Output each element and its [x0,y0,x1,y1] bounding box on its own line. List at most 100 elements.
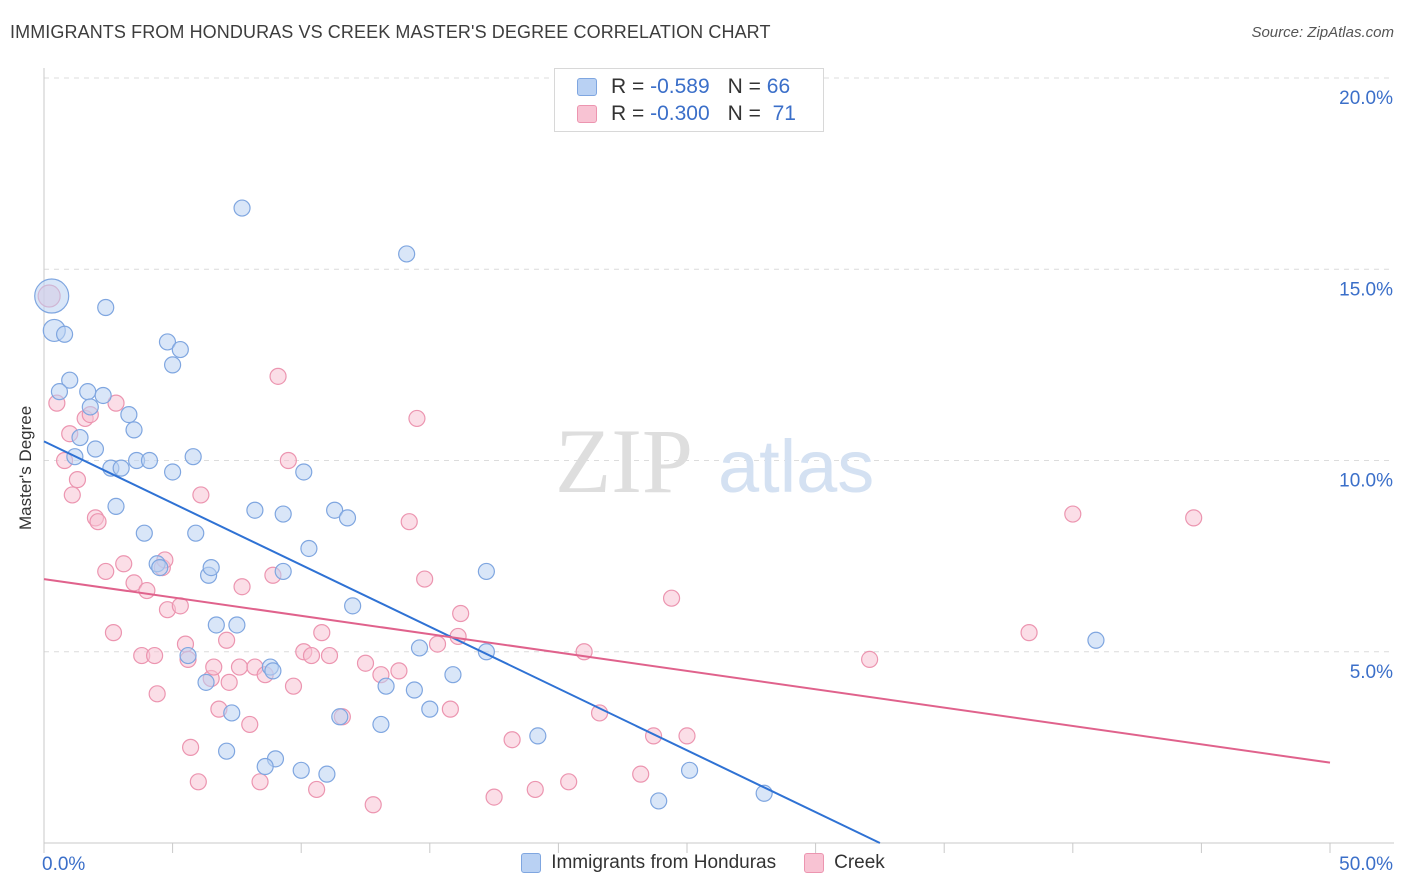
creek-point [313,624,331,642]
creek-point [416,570,434,588]
legend-item-creek[interactable]: Creek [804,852,885,874]
creek-point [218,631,236,649]
honduras-point [112,459,130,477]
chart-title: IMMIGRANTS FROM HONDURAS VS CREEK MASTER… [10,22,771,42]
honduras-point [326,501,344,519]
creek-point [68,471,87,489]
honduras-point [233,199,251,217]
honduras-trend-line [43,440,881,844]
creek-point [182,738,200,756]
source-credit: Source: ZipAtlas.com [1251,24,1394,41]
creek-point [97,562,115,581]
watermark-atlas: atlas [718,425,874,508]
honduras-point [405,681,423,699]
honduras-point [223,704,241,722]
creek-point [251,773,269,791]
honduras-swatch [577,78,597,96]
creek-point [269,367,287,385]
r-value: -0.589 [650,75,710,98]
honduras-point [372,715,390,734]
honduras-point [34,278,70,314]
honduras-point [274,505,292,523]
honduras-point [164,463,182,481]
honduras-point [61,371,79,389]
creek-point [233,578,251,596]
honduras-swatch [521,853,542,873]
gridlines [44,77,1394,653]
creek-point [192,486,210,504]
honduras-point [184,448,202,466]
x-tick-label: 0.0% [42,854,85,875]
watermark-zip: ZIP [555,410,693,512]
watermark: ZIP atlas [555,410,874,512]
x-tick-label: 50.0% [1339,854,1393,875]
creek-point [408,409,426,428]
creek-point [220,673,238,691]
honduras-point [477,562,495,581]
creek-point [63,486,81,504]
creek-point [284,677,303,695]
creek-point [104,624,123,642]
honduras-point [50,383,69,401]
creek-point [1020,624,1038,642]
honduras-point [421,700,439,718]
creek-point [308,780,326,799]
honduras-point [207,616,225,634]
honduras-point [318,765,336,783]
honduras-point [398,245,416,263]
legend-item-honduras[interactable]: Immigrants from Honduras [521,852,776,874]
honduras-point [680,761,699,779]
creek-point [241,715,259,734]
honduras-point [81,398,99,416]
honduras-point [135,524,153,542]
honduras-point [246,501,264,519]
creek-trend-line [43,578,1331,764]
honduras-point [79,383,97,401]
honduras-point [140,451,159,470]
honduras-point [295,463,313,481]
honduras-point [444,666,462,684]
n-value: 71 [772,102,796,125]
honduras-point [331,708,349,726]
x-tick-labels: 0.0% 50.0% [42,854,1393,875]
honduras-point [125,421,143,439]
creek-point [230,658,249,676]
creek-point [452,604,470,623]
honduras-point [256,757,274,776]
honduras-point [107,497,125,515]
stats-row-creek: R = -0.300 N = 71 [577,102,796,126]
r-label: R = [611,75,645,98]
series-legend: Immigrants from Honduras Creek [0,852,1406,874]
honduras-point [55,325,74,343]
honduras-point [338,509,357,527]
axes [43,68,1394,853]
honduras-point [264,662,282,680]
creek-point [662,589,681,607]
honduras-point [158,333,177,351]
stats-legend: R = -0.589 N = 66 R = -0.300 N = 71 [554,68,824,132]
honduras-point [179,646,197,665]
creek-point [189,773,207,791]
creek-point [1064,505,1082,523]
creek-point [428,635,447,653]
honduras-point [218,742,236,760]
creek-point [138,581,156,600]
creek-point [320,646,339,665]
creek-point [678,727,696,745]
creek-swatch [577,105,597,123]
creek-point [107,394,125,412]
legend-label: Immigrants from Honduras [551,852,777,873]
creek-point [125,574,143,592]
y-tick-label: 20.0% [1339,88,1393,109]
honduras-point [86,440,105,458]
honduras-point [97,298,115,317]
creek-point [89,513,107,531]
creek-point [145,646,164,665]
honduras-point [187,524,205,542]
honduras-point [300,539,318,558]
creek-point [302,646,321,665]
creek-point [560,773,578,791]
creek-point [356,654,375,672]
creek-point [364,796,382,814]
